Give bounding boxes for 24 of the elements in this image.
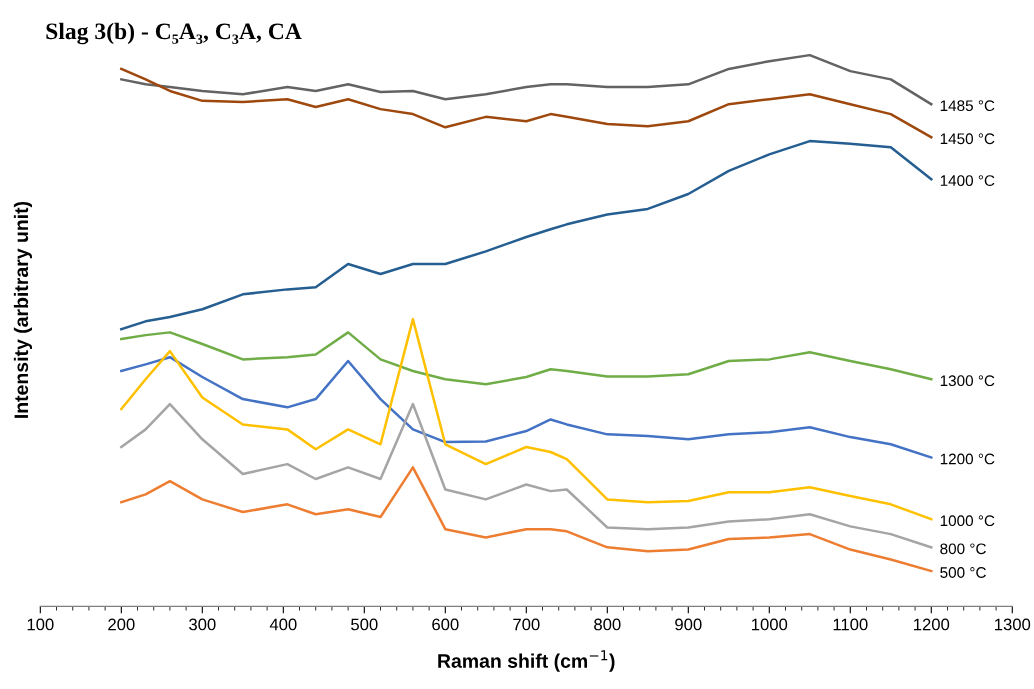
x-tick-label: 400 xyxy=(269,618,297,631)
series-label: 800 °C xyxy=(940,543,986,555)
series-label: 1200 °C xyxy=(940,453,995,465)
x-tick-label: 1200 xyxy=(914,618,950,631)
series-label: 1485 °C xyxy=(940,100,995,112)
x-tick-label: 300 xyxy=(189,618,216,631)
x-tick-label: 100 xyxy=(27,618,54,631)
series-label: 1300 °C xyxy=(940,375,995,387)
series-label: 500 °C xyxy=(940,567,986,578)
x-tick-label: 1300 xyxy=(995,618,1031,631)
x-tick-label: 1000 xyxy=(752,618,788,631)
x-tick-label: 700 xyxy=(513,618,540,631)
x-tick-label: 200 xyxy=(108,618,135,631)
x-tick-label: 600 xyxy=(432,618,459,631)
x-tick-label: 500 xyxy=(351,618,378,631)
y-axis-title: Intensity (arbitrary unit) xyxy=(13,201,32,418)
x-axis-title: Raman shift (cm$^{−1}$) xyxy=(438,650,615,672)
x-tick-label: 900 xyxy=(675,618,702,631)
chart-title: Slag 3(b) - C₅A₃, C₃A, CA xyxy=(46,22,302,45)
series-label: 1000 °C xyxy=(940,515,995,527)
x-tick-label: 1100 xyxy=(833,618,868,631)
series-label: 1400 °C xyxy=(940,175,995,187)
x-tick-label: 800 xyxy=(594,618,621,631)
series-label: 1450 °C xyxy=(940,133,995,145)
